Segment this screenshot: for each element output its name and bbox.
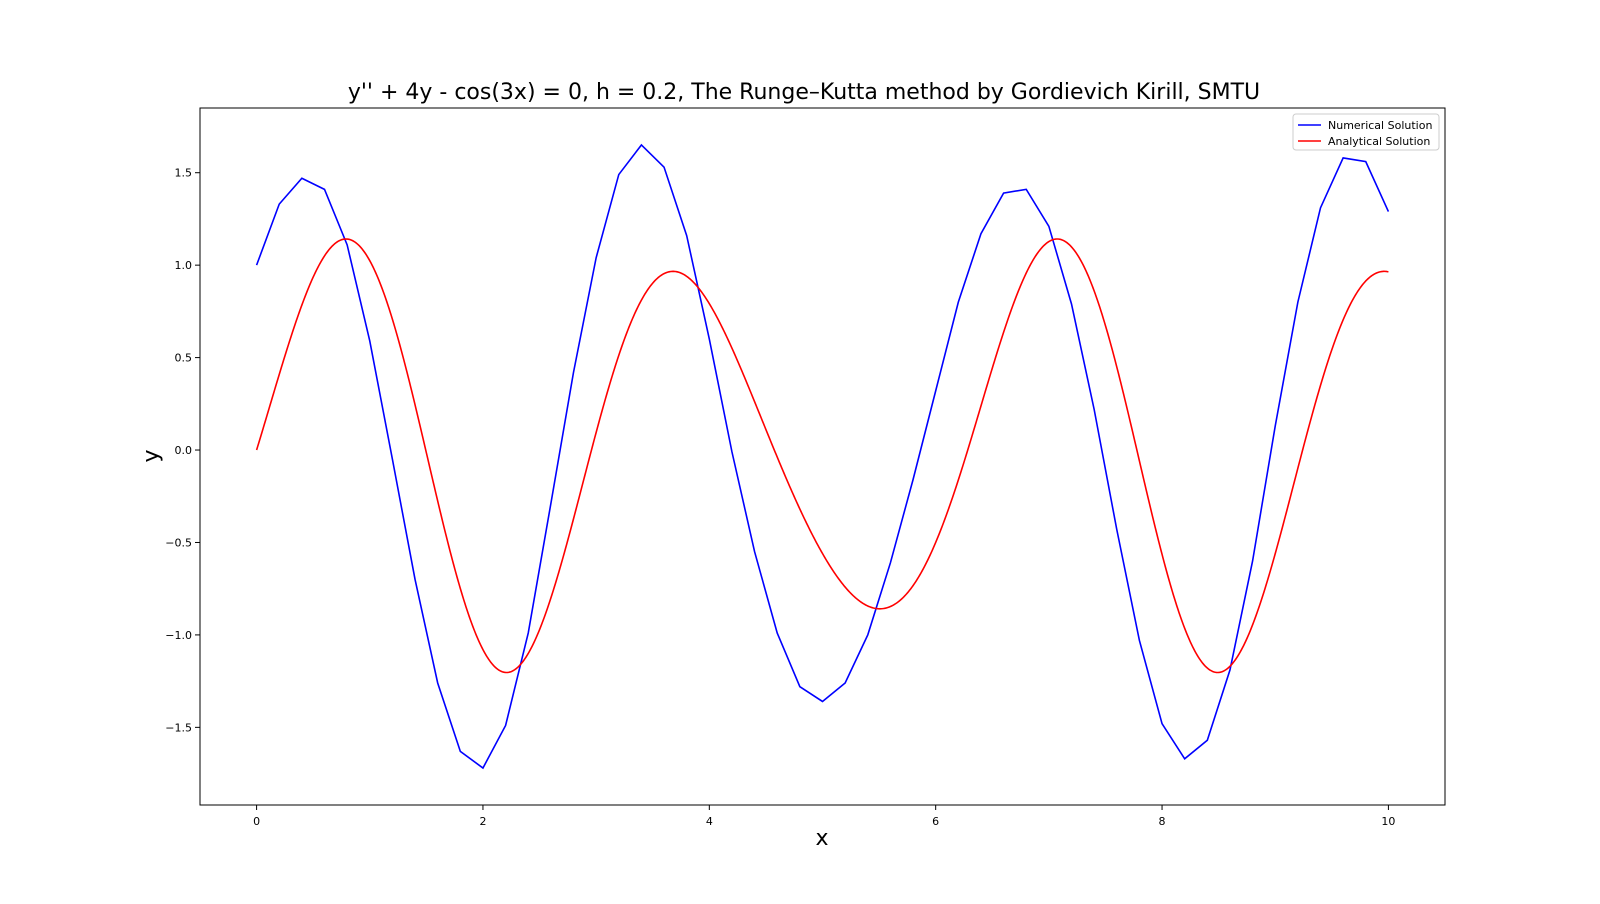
chart-title: y'' + 4y - cos(3x) = 0, h = 0.2, The Run… [348, 80, 1260, 105]
legend-label: Numerical Solution [1328, 119, 1432, 132]
y-tick-label: −1.5 [165, 721, 192, 734]
y-tick-label: 0.0 [175, 444, 193, 457]
y-axis-label: y [139, 449, 164, 462]
x-tick-label: 2 [479, 815, 486, 828]
x-tick-label: 4 [706, 815, 713, 828]
legend-label: Analytical Solution [1328, 135, 1430, 148]
legend: Numerical Solution Analytical Solution [1292, 113, 1440, 151]
y-tick-label: −1.0 [165, 629, 192, 642]
x-tick-label: 8 [1159, 815, 1166, 828]
y-tick-label: 1.5 [175, 167, 193, 180]
plot-area [255, 143, 1390, 770]
x-axis-label: x [815, 826, 828, 851]
series-line-analytical-solution [255, 238, 1389, 674]
x-tick-label: 10 [1381, 815, 1395, 828]
x-tick-label: 0 [253, 815, 260, 828]
legend-box [1292, 113, 1440, 151]
y-tick-label: −0.5 [165, 536, 192, 549]
y-tick-label: 1.0 [175, 259, 193, 272]
x-tick-label: 6 [932, 815, 939, 828]
plot-frame [199, 107, 1446, 806]
y-axis: −1.5 −1.0 −0.5 0.0 0.5 1.0 1.5 [165, 167, 200, 734]
y-tick-label: 0.5 [175, 352, 193, 365]
series-line-numerical-solution [255, 143, 1390, 770]
x-axis: 0 2 4 6 8 10 [253, 805, 1395, 828]
